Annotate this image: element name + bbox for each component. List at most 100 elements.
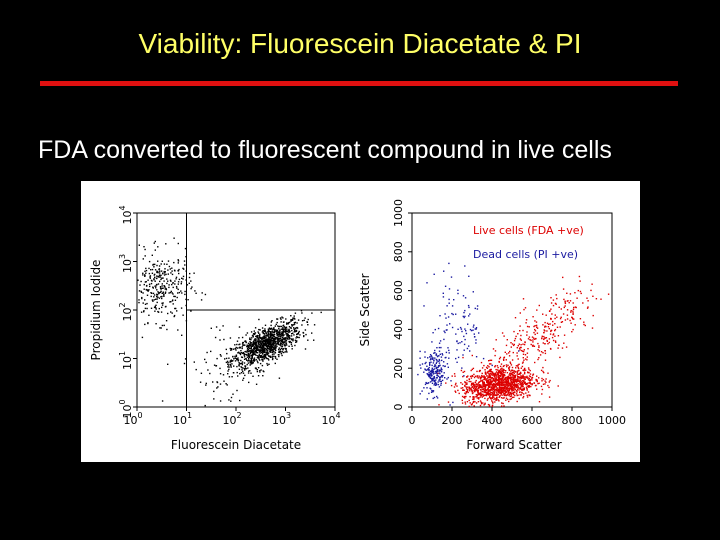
plot2-live-dot	[509, 395, 511, 398]
plot2-live-dot	[562, 313, 565, 315]
plot2-dead-dot	[435, 358, 437, 361]
plot1-dot	[204, 293, 207, 296]
plot2-live-dot	[542, 352, 544, 354]
plot1-dot	[266, 364, 269, 366]
plot2-live-dot	[550, 302, 553, 304]
plot2-live-dot	[487, 385, 490, 387]
plot1-dot	[281, 316, 283, 318]
plot2-live-dot	[500, 387, 502, 389]
plot2-live-dot	[511, 388, 513, 390]
plot2-live-dot	[508, 374, 510, 376]
plot1-dot	[285, 337, 287, 339]
plot1-dot	[205, 384, 207, 386]
plot2-live-dot	[469, 375, 472, 378]
plot2-dead-dot	[440, 367, 442, 369]
plot2-dead-dot	[434, 357, 436, 359]
plot1-dot	[171, 312, 173, 314]
plot2-live-dot	[521, 389, 523, 391]
plot2-live-dot	[560, 316, 562, 318]
plot2-live-dot	[485, 366, 488, 369]
plot2-dead-dot	[441, 376, 443, 378]
plot1-dot	[289, 341, 291, 344]
plot1-dot	[239, 372, 241, 375]
plot1-dot	[266, 362, 268, 365]
plot1-dot	[267, 331, 269, 333]
plot2-live-dot	[554, 335, 556, 337]
plot1-dot	[286, 330, 288, 333]
plot2-live-dot	[510, 342, 512, 344]
plot2-live-dot	[537, 358, 539, 361]
plot2-live-dot	[572, 318, 574, 320]
plot1-dot	[265, 331, 267, 333]
plot1-dot	[269, 332, 272, 334]
plot2-live-dot	[554, 314, 556, 316]
plot2-live-dot	[554, 323, 556, 325]
plot2-live-dot	[492, 386, 494, 388]
plot1-dot	[268, 338, 270, 341]
plot2-live-dot	[463, 389, 465, 391]
plot1-dot	[259, 349, 262, 351]
plot2-live-dot	[516, 380, 518, 382]
plot2-dead-dot	[442, 374, 444, 377]
plot2-dead-dot	[433, 379, 435, 381]
plot1-dot	[184, 247, 187, 250]
plot2-dead-dot	[443, 372, 445, 374]
plot2-dead-dot	[432, 390, 435, 392]
plot1-dot	[271, 329, 273, 331]
plot2-live-dot	[483, 384, 485, 386]
plot2-live-dot	[500, 390, 503, 392]
plot1-dot	[247, 350, 249, 352]
plot2-dead-dot	[429, 363, 431, 365]
plot2-live-dot	[475, 386, 477, 388]
plot2-live-dot	[501, 374, 504, 376]
plot2-live-dot	[556, 326, 559, 328]
plot2-live-dot	[572, 310, 574, 312]
plot2-live-dot	[523, 376, 525, 378]
plot2-live-dot	[490, 397, 492, 400]
plot1-dot	[256, 357, 259, 359]
plot1-dot	[177, 262, 179, 264]
plot1-dot	[297, 319, 300, 321]
plot1-dot	[284, 341, 286, 343]
plot1-dot	[160, 270, 163, 272]
plot2-live-dot	[536, 309, 538, 311]
plot1-dot	[268, 355, 270, 357]
plot2-live-dot	[512, 383, 514, 386]
plot2-live-dot	[495, 382, 498, 385]
plot2-live-dot	[453, 386, 456, 388]
plot2-dead-dot	[439, 315, 441, 317]
plot1-dot	[294, 318, 296, 320]
plot2-live-dot	[507, 382, 509, 385]
plot1-dot	[167, 273, 169, 275]
plot2-dead-dot	[438, 350, 441, 352]
plot2-live-dot	[511, 369, 513, 371]
plot2-live-dot	[526, 389, 528, 391]
plot2-live-dot	[522, 388, 525, 391]
plot2-live-dot	[480, 361, 483, 364]
plot1-dot	[260, 351, 263, 354]
plot2-dead-dot	[434, 381, 437, 383]
plot1-dot	[243, 354, 245, 356]
plot1-dot	[244, 365, 246, 367]
plot1-dot	[271, 347, 273, 350]
plot2-live-dot	[521, 362, 524, 364]
plot1-dot	[269, 347, 271, 349]
plot2-live-dot	[491, 383, 494, 386]
plot2-dead-dot	[423, 305, 425, 307]
plot2-live-dot	[513, 382, 515, 384]
plot2-live-dot	[538, 346, 540, 349]
plot2-live-dot	[523, 343, 526, 346]
plot1-dot	[169, 301, 171, 303]
plot2-live-dot	[515, 370, 517, 373]
plot1-dot	[190, 280, 192, 282]
plot2-live-dot	[523, 387, 526, 389]
plot2-live-dot	[502, 397, 504, 399]
plot1-dot	[295, 341, 298, 343]
plot1-dot	[296, 333, 299, 335]
plot2-dead-dot	[434, 370, 437, 373]
plot1-dot	[276, 339, 279, 341]
plot2-live-dot	[481, 396, 483, 398]
plot2-dead-dot	[434, 349, 436, 352]
plot1-dot	[264, 347, 267, 350]
plot1-dot	[190, 310, 192, 312]
